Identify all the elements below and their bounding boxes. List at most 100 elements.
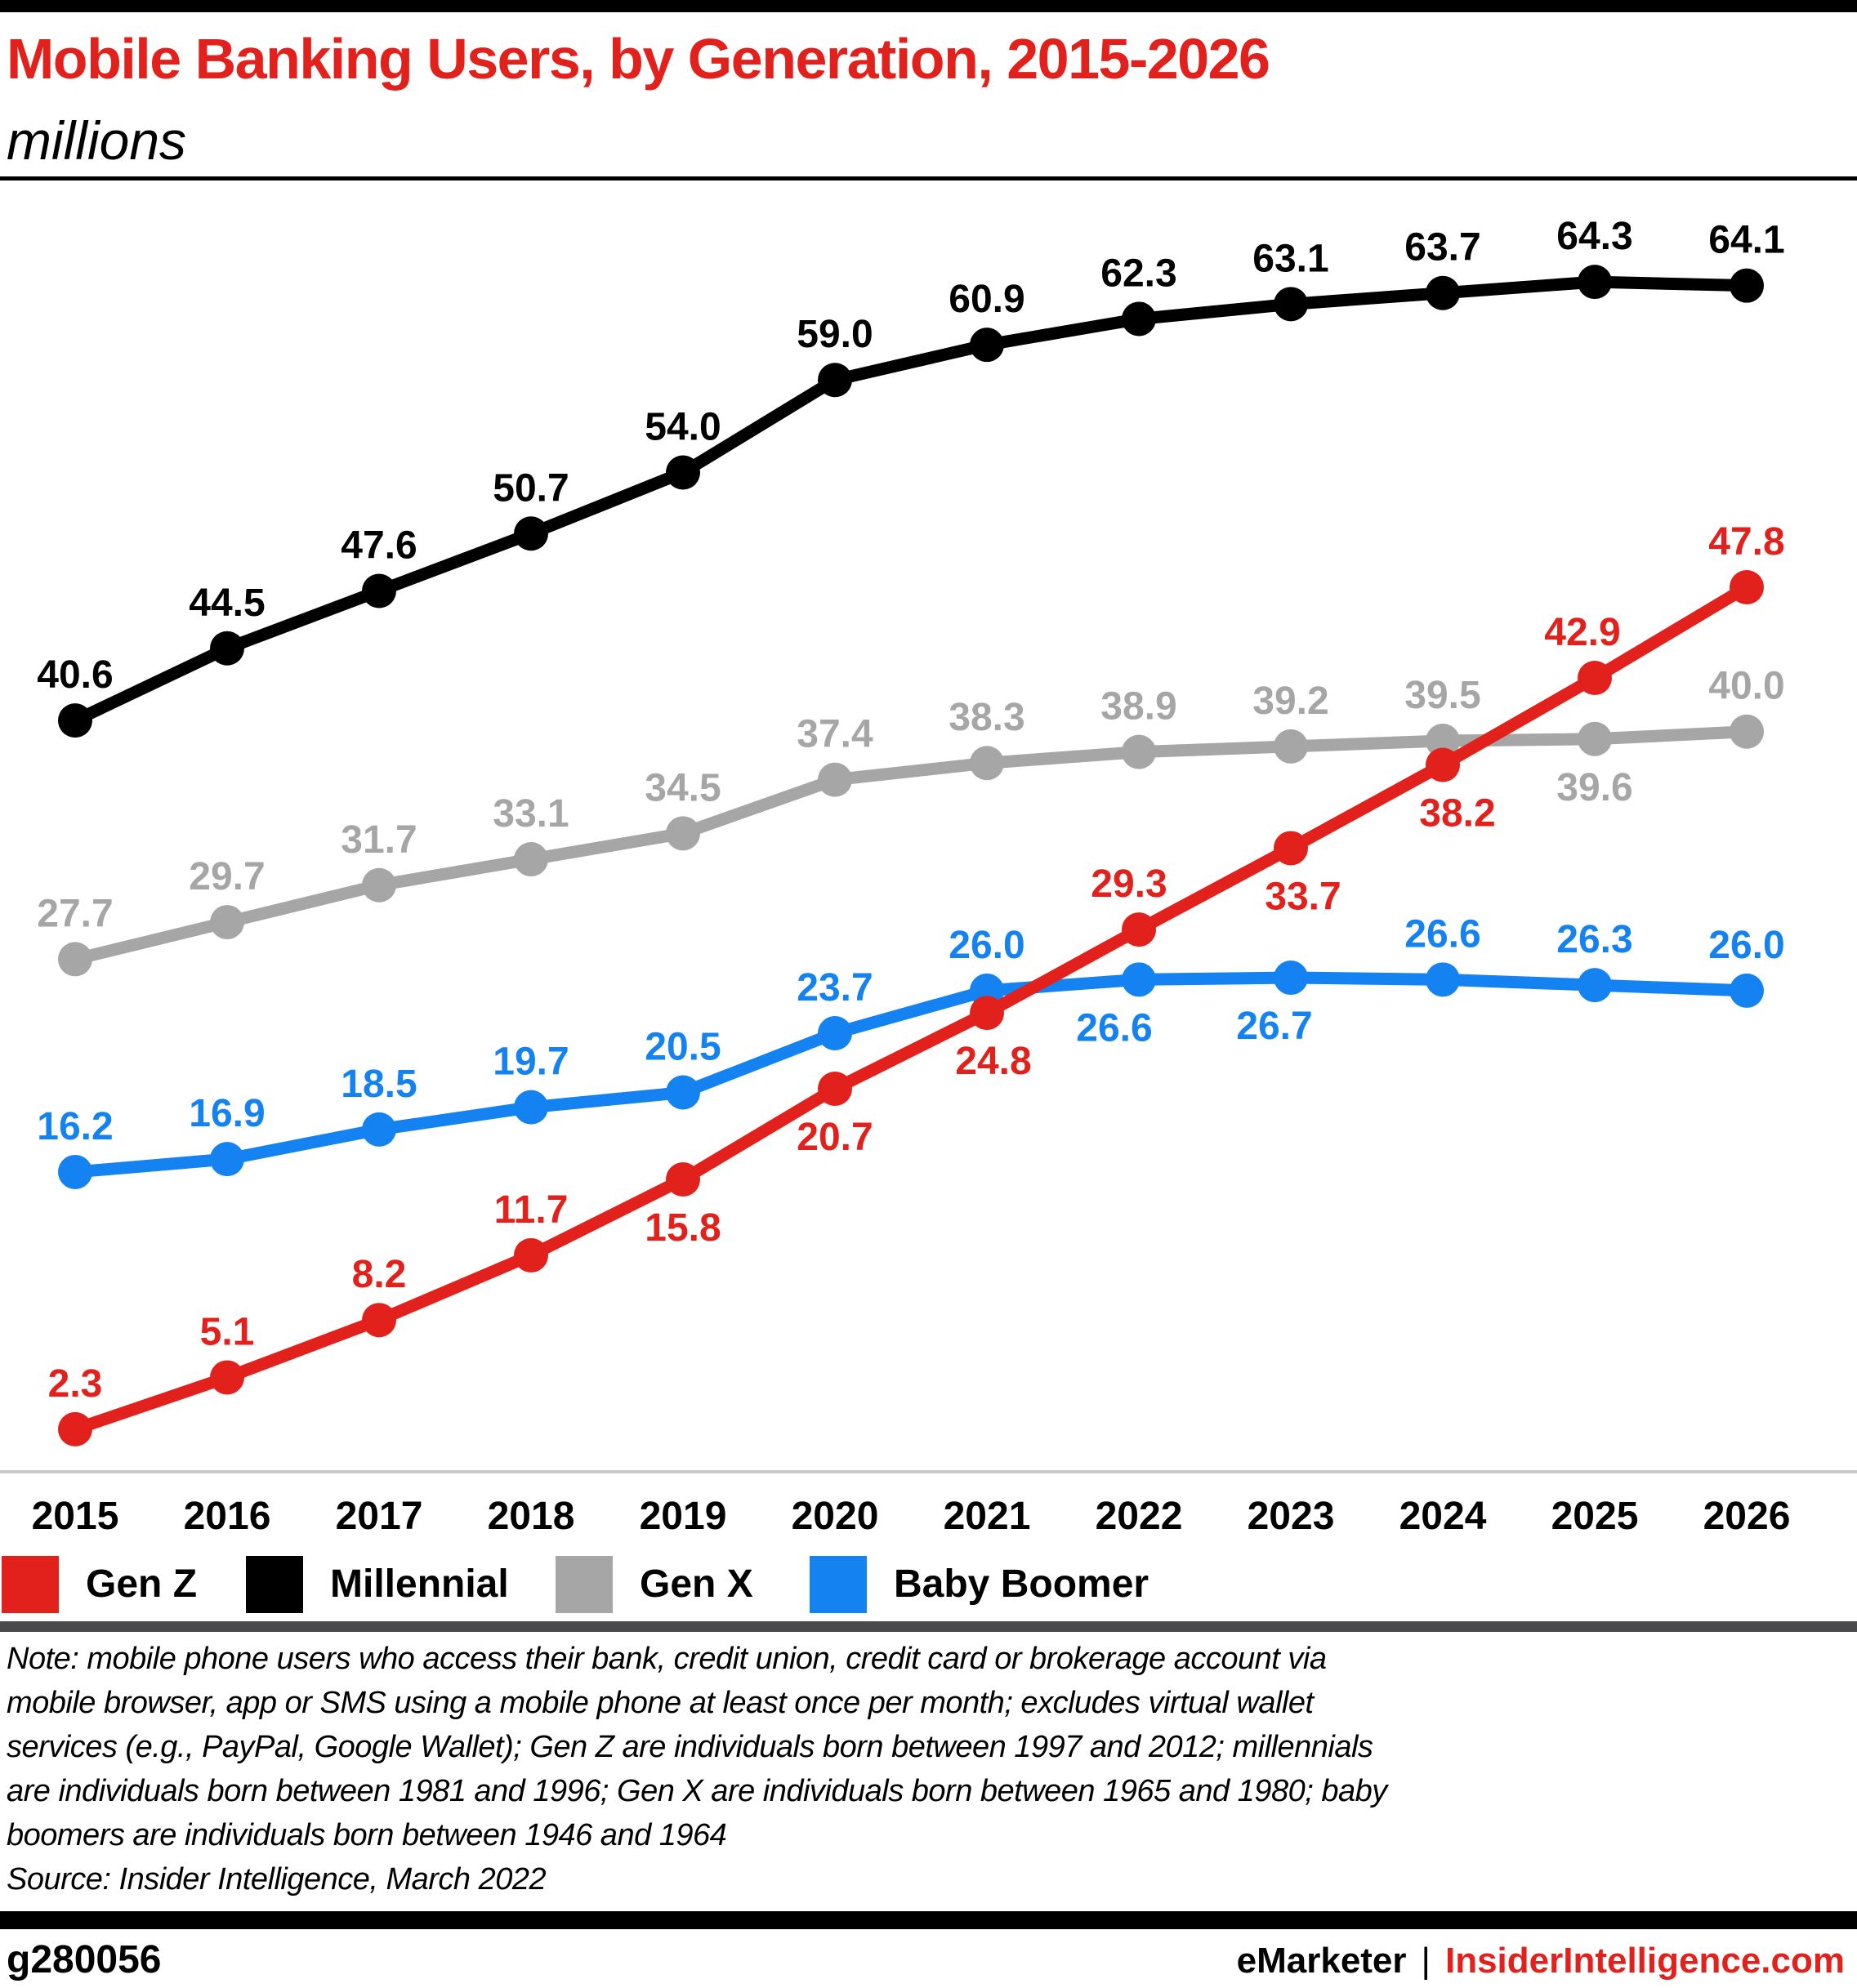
data-label: 38.3 [949,696,1024,739]
data-label: 27.7 [37,892,113,935]
data-label: 33.1 [493,792,569,836]
data-point [1122,301,1156,337]
data-label: 31.7 [341,818,417,862]
data-label: 2.3 [48,1362,103,1406]
legend-item-gen-z: Gen Z [2,1556,197,1613]
data-point [1730,268,1764,303]
note-line: Note: mobile phone users who access thei… [7,1642,1327,1676]
data-point [362,573,396,608]
data-point [362,1112,396,1147]
data-label: 16.9 [189,1092,265,1135]
data-label: 60.9 [949,278,1024,321]
data-label: 26.6 [1404,912,1480,956]
data-point [1122,912,1156,947]
data-label: 39.6 [1556,766,1632,809]
data-point [1426,962,1460,997]
data-label: 44.5 [189,582,265,625]
data-label: 38.9 [1100,685,1176,729]
legend-swatch [246,1556,303,1613]
data-point [1426,724,1460,759]
data-point [1426,275,1460,310]
legend-swatch [810,1556,867,1613]
note-line: are individuals born between 1981 and 19… [7,1774,1387,1808]
legend-swatch [556,1556,613,1613]
data-point [1274,831,1308,866]
data-label: 40.0 [1708,665,1784,708]
data-point [58,1411,92,1446]
note-line: services (e.g., PayPal, Google Wallet); … [7,1730,1373,1764]
data-label: 20.7 [797,1116,873,1159]
x-tick-label: 2022 [1096,1495,1183,1538]
data-label: 34.5 [645,766,721,809]
data-point [514,1237,548,1273]
data-label: 26.6 [1076,1006,1152,1050]
data-point [1578,968,1612,1003]
data-label: 42.9 [1544,611,1620,654]
data-point [1578,721,1612,756]
data-point [666,1075,700,1110]
data-point [210,1142,244,1177]
x-tick-label: 2019 [640,1495,727,1538]
data-point [58,703,92,738]
data-label: 50.7 [493,466,569,510]
data-point [1122,734,1156,769]
data-label: 29.7 [189,855,265,898]
x-tick-label: 2017 [336,1495,423,1538]
data-label: 59.0 [797,313,873,356]
data-label: 39.5 [1404,674,1480,717]
data-label: 29.3 [1091,863,1167,906]
legend-swatch [2,1556,59,1613]
data-point [970,328,1004,363]
series-line-gen-x [69,725,1753,965]
data-point [1730,973,1764,1008]
insider-intelligence-link[interactable]: InsiderIntelligence.com [1444,1941,1845,1981]
top-black-bar [0,0,1857,12]
data-label: 33.7 [1265,875,1341,918]
data-point [666,816,700,851]
notes-divider-bar [0,1621,1857,1632]
legend-label: Gen Z [86,1562,198,1606]
data-point [210,905,244,940]
series-line-gen-z [69,581,1753,1436]
x-tick-label: 2021 [944,1495,1031,1538]
data-point [970,996,1004,1031]
data-label: 39.2 [1252,680,1328,723]
x-tick-label: 2025 [1551,1495,1639,1538]
data-label: 47.6 [341,524,417,568]
data-label: 16.2 [37,1105,113,1148]
data-label: 26.3 [1556,918,1632,961]
x-tick-label: 2026 [1703,1495,1791,1538]
data-label: 19.7 [493,1041,569,1084]
chart-id: g280056 [7,1938,162,1981]
data-point [1730,569,1764,604]
data-point [210,1360,244,1395]
series-line-baby-boomer [69,971,1753,1179]
chart-title: Mobile Banking Users, by Generation, 201… [7,27,1270,91]
x-tick-label: 2023 [1248,1495,1335,1538]
emarketer-logo-text: eMarketer [1236,1941,1407,1981]
x-tick-label: 2018 [488,1495,575,1538]
series-line-millennial [69,275,1753,727]
data-point [666,455,700,490]
data-label: 24.8 [955,1040,1031,1083]
legend-item-millennial: Millennial [246,1556,509,1613]
data-label: 20.5 [645,1026,721,1069]
x-axis-line [0,1470,1857,1473]
data-point [1730,714,1764,749]
data-point [362,1303,396,1338]
data-label: 15.8 [645,1206,721,1250]
data-point [514,842,548,877]
data-label: 62.3 [1100,252,1176,295]
data-point [58,1154,92,1189]
note-line: boomers are individuals born between 194… [7,1818,727,1852]
data-point [1122,962,1156,997]
data-label: 5.1 [200,1310,255,1353]
data-point [818,762,852,797]
data-label: 47.8 [1708,520,1784,564]
legend-label: Gen X [640,1562,753,1606]
x-tick-label: 2024 [1399,1495,1487,1538]
legend-label: Baby Boomer [894,1562,1149,1606]
data-label: 37.4 [797,713,873,756]
